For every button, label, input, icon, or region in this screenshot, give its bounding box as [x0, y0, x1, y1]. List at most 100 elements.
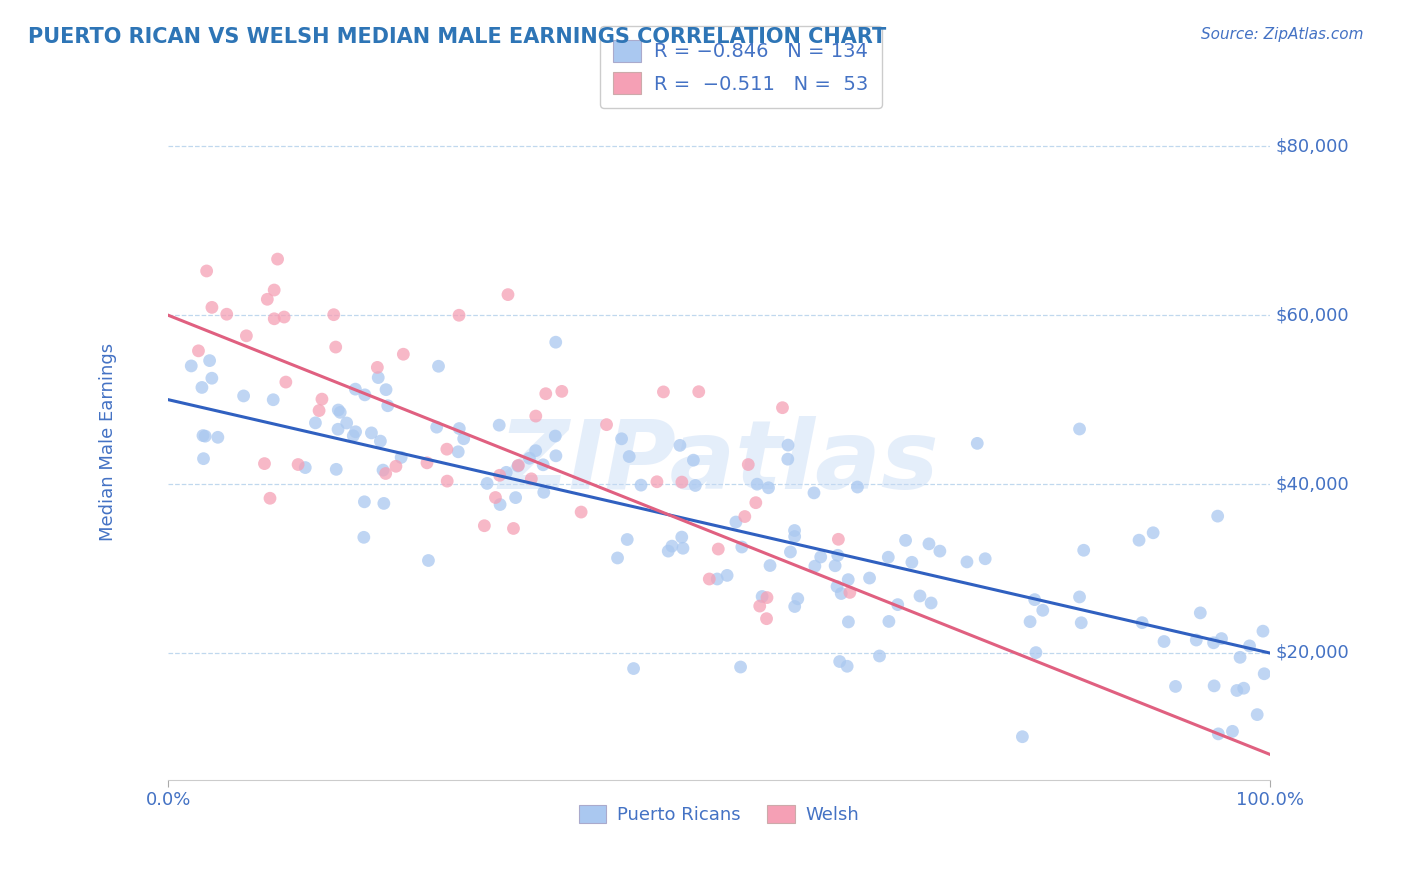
- Point: [375, 383, 398, 397]
- Point: [786, 591, 808, 606]
- Point: [1251, 624, 1274, 639]
- Point: [1222, 724, 1244, 739]
- Point: [194, 429, 217, 443]
- Point: [1206, 509, 1229, 524]
- Point: [1069, 422, 1091, 436]
- Point: [837, 573, 859, 587]
- Text: $80,000: $80,000: [1275, 137, 1348, 155]
- Point: [191, 428, 214, 442]
- Point: [606, 551, 628, 566]
- Point: [344, 425, 367, 439]
- Point: [426, 420, 449, 434]
- Text: PUERTO RICAN VS WELSH MEDIAN MALE EARNINGS CORRELATION CHART: PUERTO RICAN VS WELSH MEDIAN MALE EARNIN…: [28, 27, 886, 46]
- Point: [1189, 606, 1212, 620]
- Point: [392, 347, 415, 361]
- Point: [294, 460, 316, 475]
- Point: [671, 530, 693, 544]
- Text: Source: ZipAtlas.com: Source: ZipAtlas.com: [1201, 27, 1364, 42]
- Point: [1202, 636, 1225, 650]
- Point: [1211, 632, 1233, 646]
- Point: [489, 498, 512, 512]
- Text: $20,000: $20,000: [1275, 644, 1348, 662]
- Point: [551, 384, 574, 399]
- Point: [645, 475, 668, 489]
- Point: [748, 599, 770, 613]
- Point: [837, 659, 859, 673]
- Point: [266, 252, 288, 266]
- Point: [697, 572, 720, 586]
- Text: Median Male Earnings: Median Male Earnings: [98, 343, 117, 541]
- Point: [329, 405, 352, 419]
- Point: [737, 458, 759, 472]
- Point: [488, 468, 510, 483]
- Point: [304, 416, 326, 430]
- Point: [685, 478, 707, 492]
- Point: [1246, 707, 1268, 722]
- Point: [827, 549, 849, 563]
- Point: [828, 655, 851, 669]
- Point: [370, 434, 392, 449]
- Point: [1164, 680, 1187, 694]
- Point: [803, 486, 825, 500]
- Point: [724, 515, 747, 529]
- Point: [325, 340, 347, 354]
- Point: [974, 551, 997, 566]
- Point: [877, 550, 900, 565]
- Point: [745, 477, 768, 491]
- Point: [1073, 543, 1095, 558]
- Point: [619, 450, 641, 464]
- Point: [449, 421, 471, 435]
- Point: [326, 422, 349, 436]
- Point: [886, 598, 908, 612]
- Point: [1130, 615, 1153, 630]
- Point: [353, 530, 375, 544]
- Point: [524, 443, 547, 458]
- Point: [1226, 683, 1249, 698]
- Point: [524, 409, 547, 423]
- Point: [779, 545, 801, 559]
- Point: [273, 310, 295, 324]
- Point: [1025, 646, 1047, 660]
- Point: [322, 308, 344, 322]
- Point: [672, 541, 695, 556]
- Point: [630, 478, 652, 492]
- Point: [616, 533, 638, 547]
- Point: [751, 590, 773, 604]
- Point: [688, 384, 710, 399]
- Point: [783, 524, 806, 538]
- Point: [734, 509, 756, 524]
- Text: $60,000: $60,000: [1275, 306, 1348, 325]
- Point: [215, 307, 238, 321]
- Point: [869, 648, 891, 663]
- Point: [180, 359, 202, 373]
- Point: [253, 457, 276, 471]
- Point: [623, 661, 645, 675]
- Point: [825, 580, 848, 594]
- Point: [187, 343, 209, 358]
- Legend: Puerto Ricans, Welsh: Puerto Ricans, Welsh: [572, 797, 866, 831]
- Point: [354, 388, 377, 402]
- Point: [1032, 603, 1054, 617]
- Point: [342, 429, 364, 443]
- Point: [235, 328, 257, 343]
- Point: [201, 301, 224, 315]
- Point: [652, 384, 675, 399]
- Point: [1185, 633, 1208, 648]
- Point: [418, 553, 440, 567]
- Point: [193, 451, 215, 466]
- Point: [495, 466, 517, 480]
- Point: [201, 371, 224, 385]
- Point: [262, 392, 284, 407]
- Point: [1024, 592, 1046, 607]
- Point: [360, 425, 382, 440]
- Point: [1239, 639, 1261, 653]
- Point: [544, 449, 567, 463]
- Point: [336, 416, 359, 430]
- Point: [256, 293, 278, 307]
- Point: [908, 589, 931, 603]
- Point: [377, 399, 399, 413]
- Point: [569, 505, 592, 519]
- Point: [920, 596, 942, 610]
- Point: [706, 572, 728, 586]
- Point: [472, 518, 495, 533]
